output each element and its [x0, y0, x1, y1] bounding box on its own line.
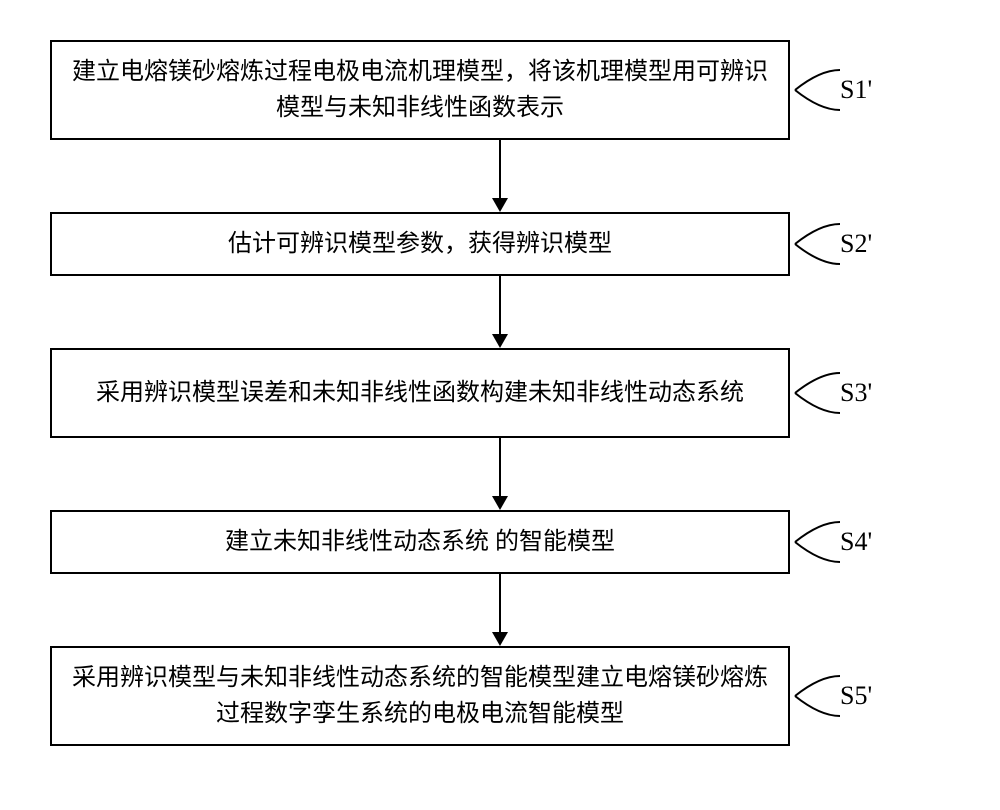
arrow-line — [499, 438, 501, 496]
step-box-2: 估计可辨识模型参数，获得辨识模型 — [50, 212, 790, 276]
step-text-4: 建立未知非线性动态系统 的智能模型 — [225, 524, 615, 560]
step-row-3: 采用辨识模型误差和未知非线性函数构建未知非线性动态系统 S3' — [50, 348, 950, 438]
step-box-4: 建立未知非线性动态系统 的智能模型 — [50, 510, 790, 574]
step-text-1: 建立电熔镁砂熔炼过程电极电流机理模型，将该机理模型用可辨识模型与未知非线性函数表… — [72, 54, 768, 126]
arrow-head — [492, 334, 508, 348]
connector-curve-3 — [790, 368, 850, 418]
arrow-1 — [130, 140, 870, 212]
arrow-head — [492, 198, 508, 212]
step-text-5: 采用辨识模型与未知非线性动态系统的智能模型建立电熔镁砂熔炼过程数字孪生系统的电极… — [72, 660, 768, 732]
flowchart-container: 建立电熔镁砂熔炼过程电极电流机理模型，将该机理模型用可辨识模型与未知非线性函数表… — [50, 40, 950, 746]
arrow-line — [499, 276, 501, 334]
connector-curve-4 — [790, 517, 850, 567]
step-row-5: 采用辨识模型与未知非线性动态系统的智能模型建立电熔镁砂熔炼过程数字孪生系统的电极… — [50, 646, 950, 746]
arrow-line — [499, 140, 501, 198]
connector-curve-5 — [790, 671, 850, 721]
step-text-2: 估计可辨识模型参数，获得辨识模型 — [228, 226, 612, 262]
arrow-head — [492, 632, 508, 646]
connector-curve-2 — [790, 219, 850, 269]
connector-curve-1 — [790, 65, 850, 115]
step-row-4: 建立未知非线性动态系统 的智能模型 S4' — [50, 510, 950, 574]
step-row-2: 估计可辨识模型参数，获得辨识模型 S2' — [50, 212, 950, 276]
arrow-3 — [130, 438, 870, 510]
arrow-head — [492, 496, 508, 510]
step-row-1: 建立电熔镁砂熔炼过程电极电流机理模型，将该机理模型用可辨识模型与未知非线性函数表… — [50, 40, 950, 140]
step-box-3: 采用辨识模型误差和未知非线性函数构建未知非线性动态系统 — [50, 348, 790, 438]
arrow-line — [499, 574, 501, 632]
arrow-2 — [130, 276, 870, 348]
step-box-5: 采用辨识模型与未知非线性动态系统的智能模型建立电熔镁砂熔炼过程数字孪生系统的电极… — [50, 646, 790, 746]
step-text-3: 采用辨识模型误差和未知非线性函数构建未知非线性动态系统 — [96, 375, 744, 411]
step-box-1: 建立电熔镁砂熔炼过程电极电流机理模型，将该机理模型用可辨识模型与未知非线性函数表… — [50, 40, 790, 140]
arrow-4 — [130, 574, 870, 646]
